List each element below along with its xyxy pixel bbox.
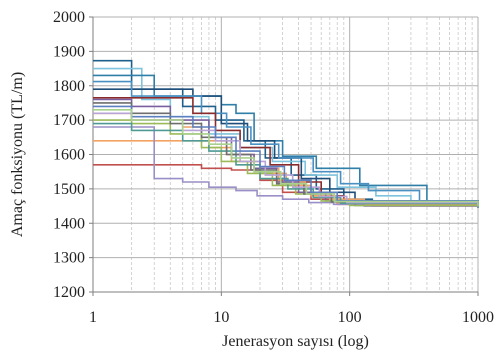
y-axis-title: Amaç fonksiyonu (TL/m) bbox=[9, 72, 26, 237]
series-line-4 bbox=[93, 88, 479, 207]
axes bbox=[89, 16, 479, 296]
y-tick-label: 1900 bbox=[53, 43, 85, 60]
y-tick-label: 1600 bbox=[53, 147, 85, 164]
series-line-10 bbox=[93, 126, 479, 207]
series-line-17 bbox=[93, 109, 479, 207]
series-layer bbox=[93, 59, 479, 208]
y-tick-label: 1200 bbox=[53, 284, 85, 301]
x-tick-label: 10 bbox=[213, 309, 229, 326]
series-line-5 bbox=[93, 80, 479, 207]
y-tick-label: 1300 bbox=[53, 250, 85, 267]
y-tick-label: 1400 bbox=[53, 215, 85, 232]
grid bbox=[92, 16, 479, 293]
series-line-16 bbox=[93, 105, 479, 207]
tick-labels: 1200 1300 1400 1500 1600 1700 1800 1900 2000 1 10 1… bbox=[53, 9, 494, 326]
y-tick-label: 2000 bbox=[53, 9, 85, 26]
y-tick-label: 1500 bbox=[53, 181, 85, 198]
y-tick-label: 1800 bbox=[53, 78, 85, 95]
x-tick-label: 1000 bbox=[462, 309, 494, 326]
y-tick-label: 1700 bbox=[53, 112, 85, 129]
x-tick-label: 1 bbox=[89, 309, 97, 326]
x-axis-title: Jenerasyon sayısı (log) bbox=[222, 333, 369, 350]
x-tick-label: 100 bbox=[338, 309, 362, 326]
series-line-2 bbox=[93, 67, 479, 207]
